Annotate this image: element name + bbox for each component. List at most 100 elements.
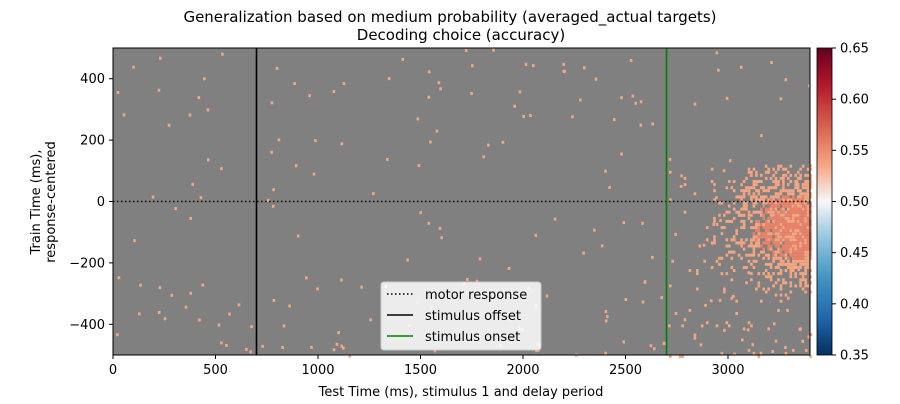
heatmap-cell xyxy=(794,207,797,211)
heatmap-cell xyxy=(742,241,746,245)
heatmap-cell xyxy=(767,198,770,202)
heatmap-cell xyxy=(174,207,177,211)
heatmap-cell xyxy=(272,188,275,192)
heatmap-cell xyxy=(774,219,778,223)
heatmap-cell xyxy=(767,272,770,276)
heatmap-cell xyxy=(740,207,743,211)
heatmap-cell xyxy=(767,327,770,331)
heatmap-cell xyxy=(782,253,785,257)
heatmap-cell xyxy=(787,210,790,214)
heatmap-cell xyxy=(801,204,805,208)
heatmap-cell xyxy=(806,253,810,257)
heatmap-cell xyxy=(774,195,778,199)
heatmap-cell xyxy=(779,216,783,220)
heatmap-cell xyxy=(789,250,793,254)
heatmap-cell xyxy=(796,195,800,199)
heatmap-cell xyxy=(782,198,785,202)
heatmap-cell xyxy=(807,335,811,339)
heatmap-cell xyxy=(742,204,746,208)
heatmap-cell xyxy=(206,108,210,112)
heatmap-cell xyxy=(735,210,738,214)
heatmap-cell xyxy=(777,235,780,239)
heatmap-cell xyxy=(767,262,770,266)
heatmap-cell xyxy=(133,239,136,243)
heatmap-cell xyxy=(747,253,751,257)
heatmap-cell xyxy=(792,348,795,352)
heatmap-cell xyxy=(787,216,790,220)
heatmap-cell xyxy=(769,238,773,242)
heatmap-cell xyxy=(801,210,805,214)
heatmap-cell xyxy=(774,293,778,297)
heatmap-cell xyxy=(804,256,807,260)
heatmap-cell xyxy=(760,186,763,190)
heatmap-cell xyxy=(779,210,783,214)
heatmap-cell xyxy=(777,238,780,242)
heatmap-cell xyxy=(784,204,788,208)
heatmap-cell xyxy=(801,247,805,251)
heatmap-cell xyxy=(693,192,697,196)
heatmap-cell xyxy=(784,189,788,193)
heatmap-cell xyxy=(796,256,800,260)
heatmap-cell xyxy=(138,312,141,316)
heatmap-cell xyxy=(696,269,699,272)
heatmap-cell xyxy=(774,226,778,230)
heatmap-cell xyxy=(796,238,800,242)
heatmap-cell xyxy=(801,195,805,199)
heatmap-cell xyxy=(782,229,785,233)
heatmap-cell xyxy=(740,238,743,242)
heatmap-cell xyxy=(747,348,751,352)
heatmap-cell xyxy=(799,259,802,263)
heatmap-cell xyxy=(774,207,778,211)
heatmap-cell xyxy=(742,226,746,230)
heatmap-cell xyxy=(745,186,748,190)
heatmap-cell xyxy=(772,167,775,171)
heatmap-cell xyxy=(782,232,785,236)
heatmap-cell xyxy=(750,198,753,202)
heatmap-cell xyxy=(272,204,275,208)
heatmap-cell xyxy=(787,238,790,242)
heatmap-cell xyxy=(261,344,264,348)
heatmap-cell xyxy=(779,192,783,196)
colorbar-tick-label: 0.35 xyxy=(840,349,869,364)
heatmap-cell xyxy=(201,283,205,287)
heatmap-cell xyxy=(624,298,628,301)
heatmap-cell xyxy=(750,262,753,266)
heatmap-cell xyxy=(752,238,756,242)
heatmap-cell xyxy=(639,123,643,127)
heatmap-cell xyxy=(534,233,538,237)
heatmap-cell xyxy=(806,229,810,233)
heatmap-cell xyxy=(728,250,731,254)
colorbar-ticks: 0.65 0.60 0.55 0.50 0.45 0.40 0.35 xyxy=(832,42,869,364)
heatmap-cell xyxy=(764,253,768,257)
heatmap-cell xyxy=(774,180,778,183)
heatmap-cell xyxy=(808,84,811,88)
heatmap-cell xyxy=(747,321,751,325)
heatmap-cell xyxy=(755,235,758,239)
heatmap-cell xyxy=(799,204,802,208)
heatmap-cell xyxy=(792,229,795,233)
heatmap-cell xyxy=(769,278,773,282)
heatmap-cell xyxy=(806,256,810,260)
heatmap-cell xyxy=(772,204,775,208)
heatmap-cell xyxy=(713,198,716,202)
heatmap-cell xyxy=(767,216,770,220)
heatmap-cell xyxy=(772,229,775,233)
heatmap-cell xyxy=(794,262,797,266)
x-tick-label: 2500 xyxy=(609,363,642,378)
heatmap-cell xyxy=(725,210,729,214)
heatmap-cell xyxy=(794,275,797,279)
heatmap-cell xyxy=(732,269,736,272)
heatmap-cell xyxy=(680,174,683,178)
heatmap-cell xyxy=(745,204,748,208)
heatmap-cell xyxy=(735,312,738,315)
heatmap-cell xyxy=(188,113,192,117)
heatmap-cell xyxy=(760,235,763,239)
heatmap-cell xyxy=(804,180,807,183)
heatmap-cell xyxy=(774,281,778,285)
heatmap-cell xyxy=(792,259,795,263)
heatmap-cell xyxy=(786,308,789,312)
heatmap-cell xyxy=(774,339,778,343)
heatmap-cell xyxy=(779,269,783,272)
heatmap-cell xyxy=(688,269,692,272)
heatmap-cell xyxy=(784,226,788,230)
